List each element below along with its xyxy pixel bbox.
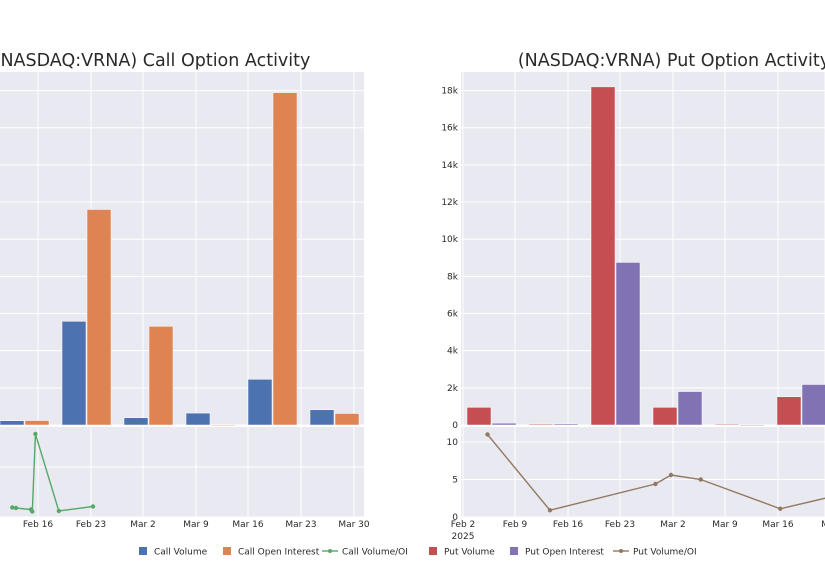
put-x-tick-sublabel: 2025 xyxy=(452,532,475,542)
legend-marker-call-volume-oi xyxy=(328,549,332,553)
put-bar-put-volume-1 xyxy=(528,423,554,426)
put-y-tick-label: 18k xyxy=(441,87,458,97)
put-ratio-y-tick-label: 0 xyxy=(452,513,458,523)
call-ratio-point-6 xyxy=(90,504,96,509)
call-bar-call-open-interest-2 xyxy=(148,326,174,426)
put-x-tick-label: Mar 2 xyxy=(660,520,686,530)
put-ratio-y-tick-label: 5 xyxy=(452,476,458,486)
put-bar-put-open-interest-5 xyxy=(801,384,825,426)
put-bar-plot-area xyxy=(461,72,825,425)
put-y-tick-label: 8k xyxy=(447,272,459,282)
call-x-tick-label: Mar 9 xyxy=(183,520,209,530)
put-bar-put-open-interest-3 xyxy=(677,391,703,426)
legend-label-call-volume-oi: Call Volume/OI xyxy=(342,548,408,558)
put-x-tick-label: Mar 9 xyxy=(712,520,738,530)
call-ratio-plot-area xyxy=(0,427,364,517)
legend-label-put-volume: Put Volume xyxy=(444,548,495,558)
put-y-tick-label: 12k xyxy=(441,198,458,208)
legend-swatch-put-open-interest xyxy=(510,547,518,555)
call-bar-plot-area xyxy=(0,72,364,425)
call-bar-call-open-interest-1 xyxy=(86,209,112,426)
put-x-tick-label: Feb 16 xyxy=(553,520,584,530)
put-chart-title: (NASDAQ:VRNA) Put Option Activity xyxy=(518,51,825,71)
put-ratio-point-2 xyxy=(653,481,658,487)
call-bar-call-volume-3 xyxy=(185,412,211,426)
put-x-tick-label: Feb 9 xyxy=(503,520,528,530)
put-bar-put-open-interest-2 xyxy=(615,262,641,426)
put-ratio-point-3 xyxy=(668,472,674,478)
put-ratio-point-1 xyxy=(547,508,553,513)
put-y-tick-label: 0 xyxy=(452,421,458,431)
call-chart-title: (NASDAQ:VRNA) Call Option Activity xyxy=(0,51,310,71)
call-bar-call-volume-5 xyxy=(309,409,335,426)
put-bar-put-volume-0 xyxy=(466,407,492,426)
call-bar-call-volume-2 xyxy=(123,417,149,426)
call-x-tick-label: Mar 16 xyxy=(232,520,264,530)
put-bar-put-open-interest-0 xyxy=(491,422,517,426)
put-x-tick-label: Feb 23 xyxy=(605,520,635,530)
put-bar-put-open-interest-1 xyxy=(553,423,579,426)
put-ratio-point-0 xyxy=(485,432,490,437)
legend-swatch-put-volume xyxy=(429,547,437,555)
put-y-tick-label: 10k xyxy=(441,235,458,245)
legend-marker-put-volume-oi xyxy=(619,549,623,553)
put-x-tick-label: Feb 2 xyxy=(451,520,476,530)
call-x-tick-label: Feb 23 xyxy=(76,520,106,530)
put-y-tick-label: 16k xyxy=(441,124,458,134)
call-bar-call-open-interest-4 xyxy=(272,92,298,426)
call-ratio-point-5 xyxy=(56,508,62,514)
put-ratio-plot-area xyxy=(461,427,825,517)
call-ratio-point-3 xyxy=(30,509,35,514)
legend: Call Volume Call Open Interest Call Volume… xyxy=(139,547,697,558)
put-bar-put-volume-5 xyxy=(776,396,802,426)
put-y-tick-label: 4k xyxy=(447,347,459,357)
put-bar-put-volume-3 xyxy=(652,407,678,426)
put-bar-put-open-interest-4 xyxy=(739,424,765,427)
put-y-tick-label: 2k xyxy=(447,384,459,394)
legend-swatch-call-volume xyxy=(139,547,147,555)
call-ratio-point-4 xyxy=(33,431,38,437)
put-option-chart: (NASDAQ:VRNA) Put Option Activity Feb 2 F… xyxy=(441,51,825,542)
put-bar-put-volume-4 xyxy=(714,424,740,426)
call-ratio-point-0 xyxy=(10,505,15,510)
call-x-tick-label: Mar 2 xyxy=(130,520,156,530)
put-ratio-y-tick-label: 10 xyxy=(447,438,459,448)
call-x-tick-label: Mar 30 xyxy=(338,520,370,530)
call-option-chart: (NASDAQ:VRNA) Call Option Activity Feb 1… xyxy=(0,51,370,530)
put-bar-put-volume-2 xyxy=(590,86,616,426)
call-ratio-point-1 xyxy=(13,505,19,511)
put-y-tick-label: 6k xyxy=(447,310,459,320)
put-y-tick-label: 14k xyxy=(441,161,458,171)
call-bar-call-open-interest-3 xyxy=(210,424,236,427)
put-x-tick-label: M xyxy=(821,520,825,530)
legend-label-call-open-interest: Call Open Interest xyxy=(238,548,320,558)
call-bar-call-open-interest-5 xyxy=(334,413,360,426)
legend-label-call-volume: Call Volume xyxy=(154,548,208,558)
legend-label-put-open-interest: Put Open Interest xyxy=(525,548,604,558)
put-x-tick-label: Mar 16 xyxy=(762,520,794,530)
call-bar-call-volume-0 xyxy=(0,420,25,426)
call-bar-call-volume-1 xyxy=(61,321,87,426)
put-ratio-point-5 xyxy=(778,506,783,511)
legend-label-put-volume-oi: Put Volume/OI xyxy=(633,548,697,558)
call-x-tick-label: Mar 23 xyxy=(285,520,316,530)
call-bar-call-volume-4 xyxy=(247,379,273,426)
call-bar-call-open-interest-0 xyxy=(24,420,50,426)
legend-swatch-call-open-interest xyxy=(223,547,231,555)
put-ratio-point-4 xyxy=(698,477,703,482)
call-x-tick-label: Feb 16 xyxy=(23,520,54,530)
